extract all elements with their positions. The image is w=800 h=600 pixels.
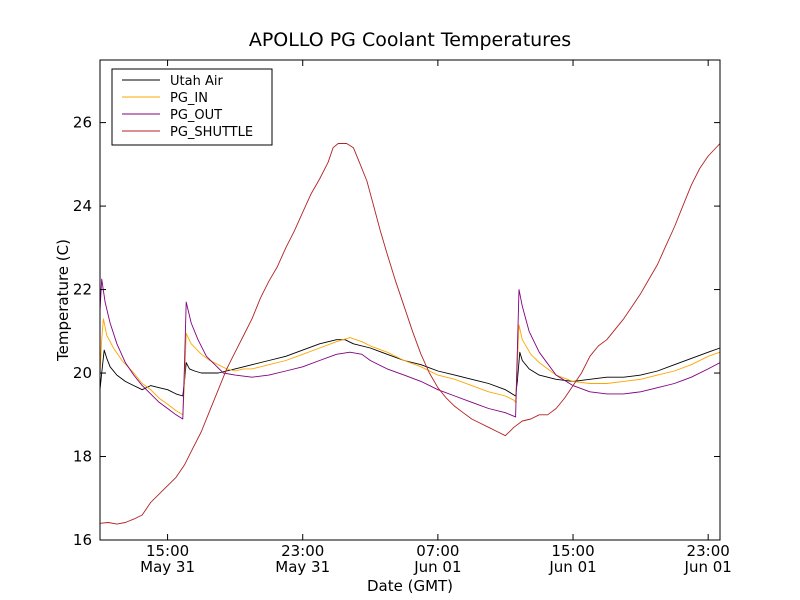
x-tick-time-label: 15:00 bbox=[146, 542, 189, 560]
x-tick-date-label: May 31 bbox=[140, 558, 195, 576]
x-tick-date-label: Jun 01 bbox=[548, 558, 596, 576]
x-tick-date-label: May 31 bbox=[275, 558, 330, 576]
legend: Utah Air PG_IN PG_OUT PG_SHUTTLE bbox=[111, 68, 273, 146]
x-tick-time-label: 07:00 bbox=[416, 542, 459, 560]
y-axis-title: Temperature (C) bbox=[54, 239, 72, 362]
y-tick-label: 26 bbox=[73, 114, 92, 132]
legend-label: PG_OUT bbox=[170, 108, 222, 123]
x-tick-time-label: 15:00 bbox=[551, 542, 594, 560]
y-tick-label: 18 bbox=[73, 448, 92, 466]
plot-frame bbox=[99, 59, 721, 541]
x-tick-time-label: 23:00 bbox=[687, 542, 730, 560]
x-axis-title: Date (GMT) bbox=[367, 577, 453, 595]
chart-title: APOLLO PG Coolant Temperatures bbox=[249, 29, 571, 51]
legend-label: PG_IN bbox=[170, 91, 208, 106]
y-tick-label: 16 bbox=[73, 531, 92, 549]
x-tick-date-label: Jun 01 bbox=[684, 558, 732, 576]
legend-box bbox=[111, 68, 273, 146]
series-line-pg-in bbox=[99, 318, 721, 416]
y-tick-label: 24 bbox=[73, 197, 92, 215]
legend-label: Utah Air bbox=[170, 74, 223, 89]
x-tick-date-label: Jun 01 bbox=[413, 558, 461, 576]
legend-label: PG_SHUTTLE bbox=[170, 125, 253, 140]
y-tick-label: 20 bbox=[73, 364, 92, 382]
series-line-pg-shuttle bbox=[99, 143, 721, 525]
x-tick-time-label: 23:00 bbox=[281, 542, 324, 560]
y-tick-label: 22 bbox=[73, 281, 92, 299]
series-layer bbox=[99, 143, 721, 525]
